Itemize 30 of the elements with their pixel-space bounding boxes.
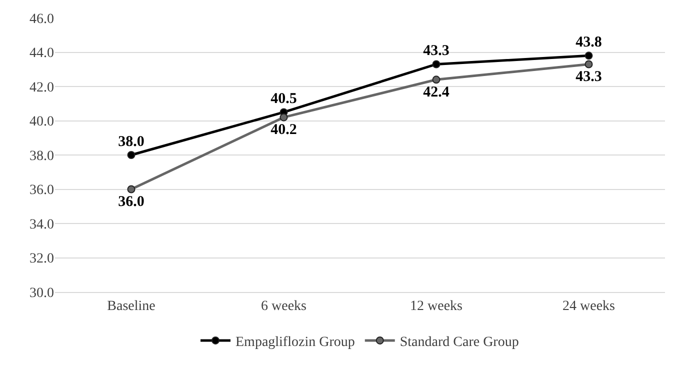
- data-label: 38.0: [118, 134, 144, 150]
- point: [584, 60, 593, 68]
- point: [127, 185, 136, 194]
- y-tick-label: 34.0: [30, 217, 54, 232]
- data-label: 36.0: [118, 194, 144, 210]
- point: [432, 76, 440, 84]
- point: [127, 151, 136, 159]
- point: [432, 60, 440, 68]
- x-tick-label: 12 weeks: [410, 298, 462, 314]
- y-tick-label: 32.0: [30, 252, 54, 267]
- point: [584, 52, 593, 60]
- data-label: 40.5: [270, 91, 297, 108]
- y-tick-label: 36.0: [30, 183, 54, 198]
- y-tick-label: 44.0: [30, 46, 54, 62]
- legend-label: Empagliflozin Group: [236, 334, 355, 350]
- data-label: 43.8: [576, 34, 602, 51]
- x-tick-label: 24 weeks: [562, 298, 615, 314]
- data-label: 43.3: [423, 43, 450, 60]
- legend-label: Standard Care Group: [400, 334, 519, 350]
- data-label: 40.2: [270, 122, 297, 138]
- x-tick-label: Baseline: [107, 298, 156, 314]
- y-tick-label: 38.0: [30, 148, 54, 164]
- y-tick-label: 30.0: [30, 286, 54, 301]
- data-label: 42.4: [423, 84, 450, 100]
- x-tick-label: 6 weeks: [261, 298, 306, 314]
- y-tick-label: 42.0: [30, 80, 54, 96]
- y-tick-label: 40.0: [30, 114, 54, 130]
- point: [280, 113, 288, 122]
- y-tick-label: 46.0: [30, 12, 54, 27]
- data-label: 43.3: [576, 68, 602, 85]
